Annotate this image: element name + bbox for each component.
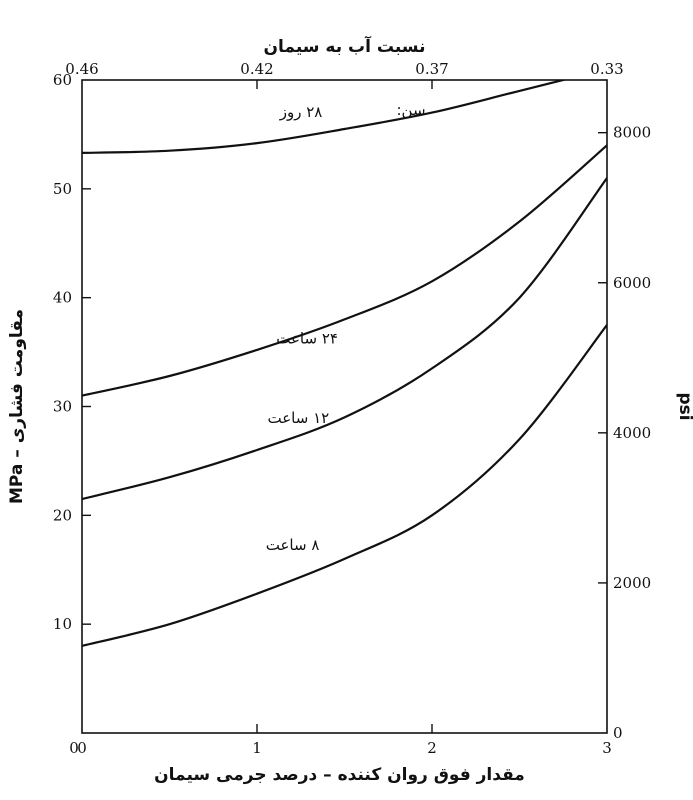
y-tick-label: 50 <box>53 180 72 198</box>
x-tick-label: 1 <box>252 739 262 757</box>
x-tick-label: 3 <box>602 739 612 757</box>
y-tick-label: 10 <box>53 615 72 633</box>
series-label: ۲۸ روز <box>279 103 323 121</box>
x-tick-label: 0 <box>77 739 87 757</box>
series-label: ۲۴ ساعت <box>276 329 338 347</box>
y-tick-label: 40 <box>53 289 72 307</box>
right-axis-title: psi <box>675 392 693 420</box>
y-tick-label: 60 <box>53 71 72 89</box>
x-tick-label: 2 <box>427 739 437 757</box>
y-axis-title: مقاومت فشاری – MPa <box>7 309 27 504</box>
y-tick-label: 0 <box>69 739 79 757</box>
top-tick-label: 0.46 <box>65 60 98 78</box>
series-label: ۸ ساعت <box>266 536 320 554</box>
top-tick-label: 0.33 <box>590 60 623 78</box>
right-tick-label: 8000 <box>613 124 651 142</box>
y-tick-label: 20 <box>53 506 72 524</box>
top-tick-label: 0.42 <box>240 60 273 78</box>
series-curve <box>82 80 568 154</box>
series-layer <box>82 80 607 647</box>
right-tick-label: 4000 <box>613 424 651 442</box>
top-tick-label: 0.37 <box>415 60 448 78</box>
series-curve <box>82 324 607 647</box>
ticks-layer: 0 1 2 30.46 0.42 0.37 0.3310203040506000200040… <box>53 60 651 757</box>
right-tick-label: 0 <box>613 724 623 742</box>
top-axis-title: نسبت آب به سیمان <box>264 35 426 57</box>
series-curve <box>82 177 607 501</box>
age-label: سن: <box>396 101 425 119</box>
y-tick-label: 30 <box>53 398 72 416</box>
right-tick-label: 2000 <box>613 574 651 592</box>
series-label: ۱۲ ساعت <box>268 409 330 427</box>
labels-layer: ۲۸ روز ۲۴ ساعت ۱۲ ساعت ۸ ساعت <box>266 103 338 554</box>
right-tick-label: 6000 <box>613 274 651 292</box>
plot-frame <box>81 79 608 734</box>
x-axis-title: مقدار فوق روان کننده – درصد جرمی سیمان <box>154 765 525 785</box>
series-curve <box>82 144 607 397</box>
